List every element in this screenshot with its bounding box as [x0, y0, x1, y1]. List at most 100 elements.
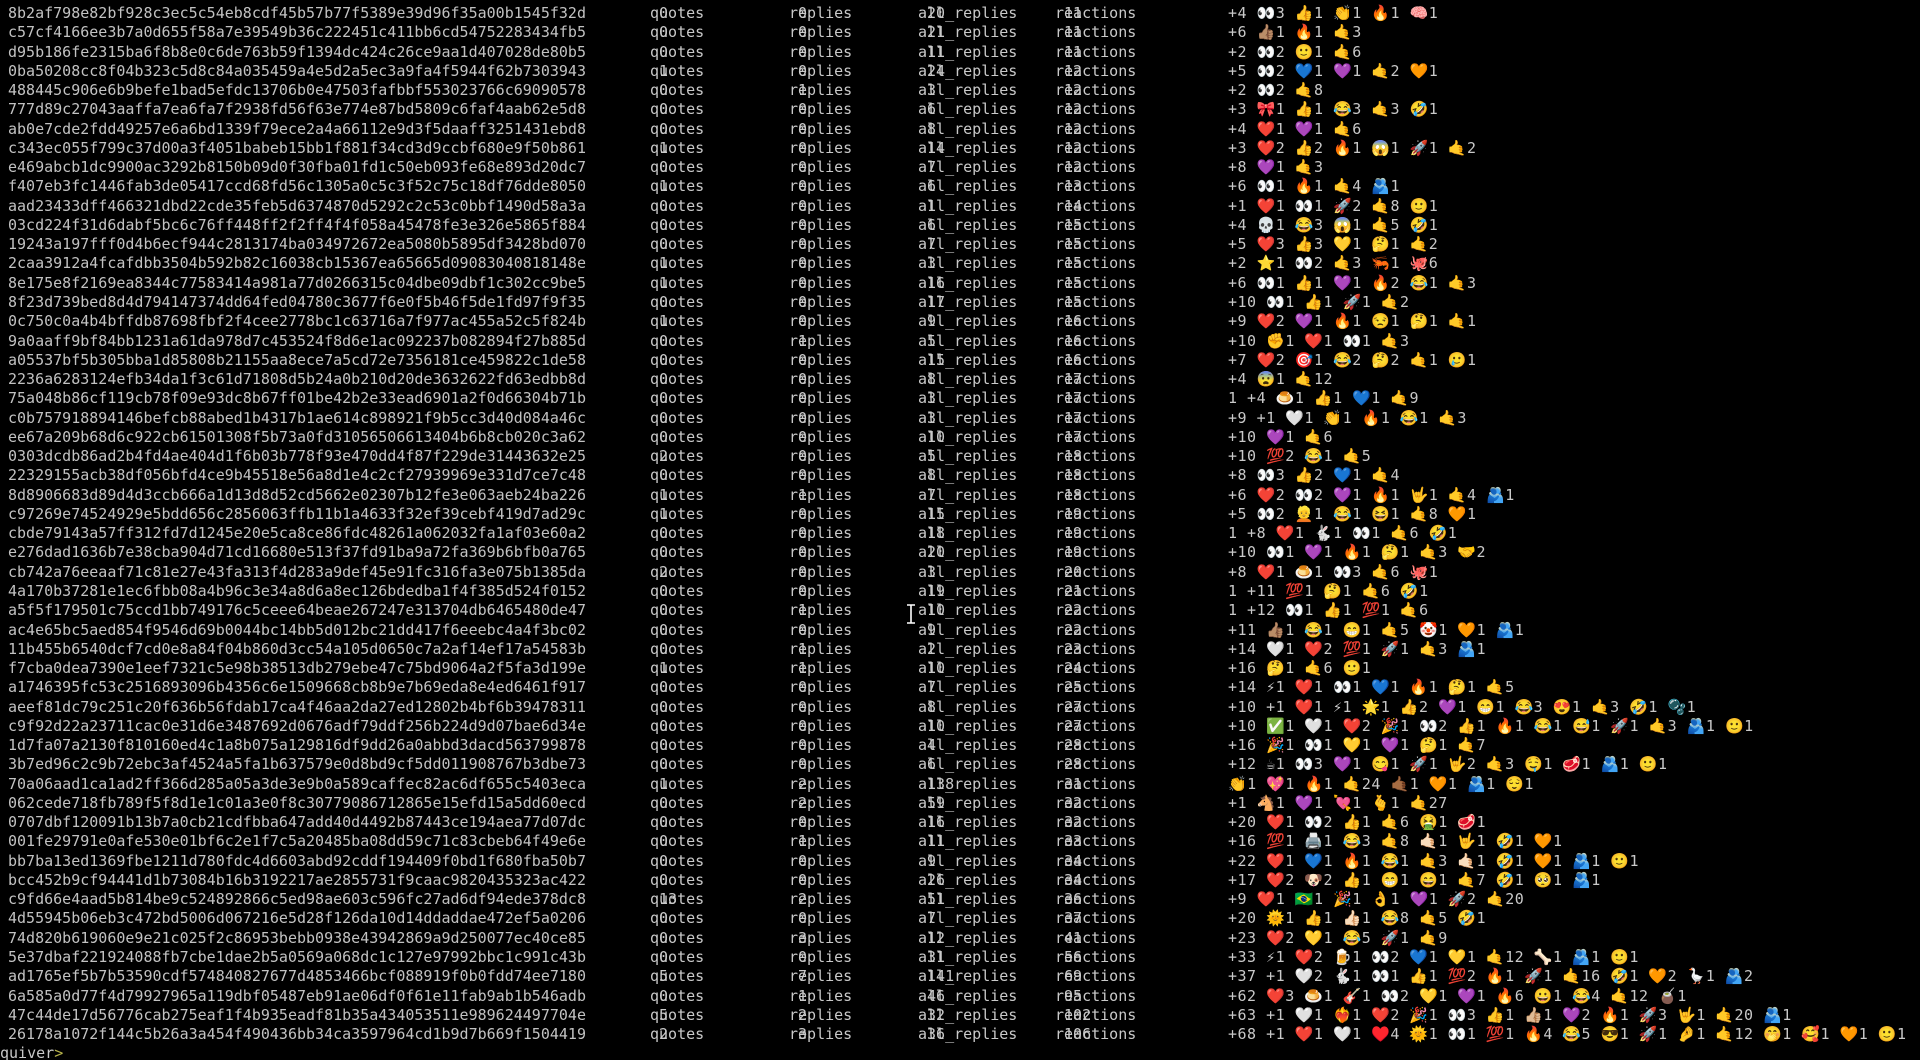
cast-hash[interactable]: 4d55945b06eb3c472bd5006d067216e5d28f126d… — [8, 909, 586, 928]
reactions-value: 20 — [1064, 562, 1083, 581]
table-row: bcc452b9cf94441d1b73084b16b3192217ae2855… — [0, 871, 1920, 890]
reactions-column: reactions 33 — [1055, 832, 1136, 851]
cast-hash[interactable]: cb742a76eeaaf71c81e27e43fa313f4d283a9def… — [8, 562, 586, 581]
cast-hash[interactable]: f407eb3fc1446fab3de05417ccd68fd56c1305a0… — [8, 177, 586, 196]
reaction-summary: +14 🤍1 ❤️2 💯1 🚀1 🤙3 🫂1 — [1228, 639, 1487, 658]
cast-hash[interactable]: bcc452b9cf94441d1b73084b16b3192217ae2855… — [8, 870, 586, 889]
replies-value: 0 — [798, 504, 808, 523]
reactions-value: 15 — [1064, 273, 1083, 292]
cast-hash[interactable]: 75a048b86cf119cb78f09e93dc8b67ff01be42b2… — [8, 389, 586, 408]
replies-label: replies — [789, 273, 853, 292]
quotes-label: quotes — [650, 928, 705, 947]
cast-hash[interactable]: c9f92d22a23711cac0e31d6e3487692d0676adf7… — [8, 716, 586, 735]
cast-hash[interactable]: 2caa3912a4fcafdbb3504b592b82c16038cb1536… — [8, 254, 586, 273]
quotes-column: quotes 1 — [650, 486, 704, 505]
replies-column: replies 0 — [789, 428, 852, 447]
cast-hash[interactable]: a1746395fc53c2516893096b4356c6e1509668cb… — [8, 678, 586, 697]
cast-hash[interactable]: c97269e74524929e5bdd656c2856063ffb11b1a4… — [8, 504, 586, 523]
cast-hash[interactable]: f7cba0dea7390e1eef7321c5e98b38513db279eb… — [8, 659, 586, 678]
replies-label: replies — [789, 408, 853, 427]
reaction-summary: +37 +1 🤍2 🐇1 👀1 👍1 💯2 🔥1 🚀1 🤙16 🤣1 🧡2 🪿1… — [1228, 967, 1754, 986]
cast-hash[interactable]: 74d820b619060e9e21c025f2c86953bebb0938e4… — [8, 928, 586, 947]
cast-hash[interactable]: c343ec055f799c37d00a3f4051babeb15bb1f881… — [8, 138, 586, 157]
reactions-column: reactions 19 — [1055, 524, 1136, 543]
all_replies-value: 10 — [927, 716, 946, 735]
cast-hash[interactable]: 03cd224f31d6dabf5bc6c76ff448ff2f2ff4f4f0… — [8, 215, 586, 234]
cast-hash[interactable]: 5e37dbaf221924088fb7cbe1dae2b5a0569a068d… — [8, 948, 586, 967]
cast-hash[interactable]: 001fe29791e0afe530e01bf6c2e1f7c5a20485ba… — [8, 832, 586, 851]
quotes-value: 0 — [659, 196, 669, 215]
cast-hash[interactable]: 1d7fa07a2130f810160ed4c1a8b075a129816df9… — [8, 736, 586, 755]
reactions-label: reactions — [1055, 331, 1137, 350]
cast-hash[interactable]: 9a0aaff9bf84bb1231a61da978d7c453524f8d6e… — [8, 331, 586, 350]
cast-hash[interactable]: 8b2af798e82bf928c3ec5c54eb8cdf45b57b77f5… — [8, 4, 586, 22]
all_replies-label: all_replies — [918, 813, 1018, 832]
cast-hash[interactable]: a05537bf5b305bba1d85808b21155aa8ece7a5cd… — [8, 350, 586, 369]
reactions-value: 15 — [1064, 235, 1083, 254]
cast-hash[interactable]: c9fd66e4aad5b814be9c524892866c5ed98ae603… — [8, 890, 586, 909]
all_replies-value: 24 — [927, 61, 946, 80]
reactions-label: reactions — [1055, 755, 1137, 774]
cast-hash[interactable]: 26178a1072f144c5b26a3a454f490436bb34ca35… — [8, 1025, 586, 1044]
cast-hash[interactable]: e469abcb1dc9900ac3292b8150b09d0f30fba01f… — [8, 158, 586, 177]
cast-hash[interactable]: c0b757918894146befcb88abed1b4317b1ae614c… — [8, 408, 586, 427]
cast-hash[interactable]: 19243a197fff0d4b6ecf944c2813174ba0349726… — [8, 235, 586, 254]
replies-column: replies 0 — [789, 62, 852, 81]
reactions-value: 21 — [1064, 581, 1083, 600]
reaction-summary: +2 👀2 🙂1 🤙6 — [1228, 42, 1362, 61]
cast-hash[interactable]: 6a585a0d77f4d79927965a119dbf05487eb91ae0… — [8, 986, 586, 1005]
cast-hash[interactable]: 0707dbf120091b13b7a0cb21cdfbba647add40d4… — [8, 813, 586, 832]
cast-hash[interactable]: cbde79143a57ff312fd7d1245e20e5ca8ce86fdc… — [8, 524, 586, 543]
cast-hash[interactable]: aad23433dff466321dbd22cde35feb5d6374870d… — [8, 196, 586, 215]
all_replies-column: all_replies 36 — [918, 1025, 1017, 1044]
quotes-value: 1 — [659, 774, 669, 793]
table-row: 22329155acb38df056bfd4ce9b45518e56a8d1e4… — [0, 466, 1920, 485]
cast-hash[interactable]: 062cede718fb789f5f8d1e1c01a3e0f8c3077908… — [8, 793, 586, 812]
cast-hash[interactable]: 47c44de17d56776cab275eaf1f4b935eadf81b35… — [8, 1005, 586, 1024]
replies-label: replies — [789, 100, 853, 119]
cast-hash[interactable]: 3b7ed96c2c9b72ebc3af4524a5fa1b637579e0d8… — [8, 755, 586, 774]
reactions-value: 23 — [1064, 639, 1083, 658]
all_replies-value: 12 — [927, 928, 946, 947]
cast-hash[interactable]: ab0e7cde2fdd49257e6a6bd1339f79ece2a4a661… — [8, 119, 586, 138]
cast-hash[interactable]: 22329155acb38df056bfd4ce9b45518e56a8d1e4… — [8, 466, 586, 485]
cast-hash[interactable]: 777d89c27043aaffa7ea6fa7f2938fd56f63e774… — [8, 100, 586, 119]
cast-hash[interactable]: 488445c906e6b9befe1bad5efdc13706b0e47503… — [8, 81, 586, 100]
replies-column: replies 1 — [789, 640, 852, 659]
all_replies-label: all_replies — [918, 620, 1018, 639]
all_replies-value: 7 — [927, 235, 937, 254]
cast-hash[interactable]: c57cf4166ee3b7a0d655f58a7e39549b36c22245… — [8, 23, 586, 42]
replies-label: replies — [789, 659, 853, 678]
cast-hash[interactable]: 2236a6283124efb34da1f3c61d71808d5b24a0b2… — [8, 370, 586, 389]
cast-hash[interactable]: 0303dcdb86ad2b4fd4ae404d1f6b03b778f93e47… — [8, 447, 586, 466]
replies-column: replies 0 — [789, 698, 852, 717]
cast-hash[interactable]: 70a06aad1ca1ad2ff366d285a05a3de3e9b0a589… — [8, 774, 586, 793]
replies-label: replies — [789, 890, 853, 909]
cast-hash[interactable]: 8e175e8f2169ea8344c77583414a981a77d02663… — [8, 273, 586, 292]
cast-hash[interactable]: 4a170b37281e1ec6fbb08a4b96c3e34a8d6a8ec1… — [8, 581, 586, 600]
cast-hash[interactable]: e276dad1636b7e38cba904d71cd16680e513f37f… — [8, 543, 586, 562]
cast-hash[interactable]: d95b186fe2315ba6f8b8e0c6de763b59f1394dc4… — [8, 42, 586, 61]
cast-hash[interactable]: 8d8906683d89d4d3ccb666a1d13d8d52cd5662e0… — [8, 485, 586, 504]
cast-hash[interactable]: bb7ba13ed1369fbe1211d780fdc4d6603abd92cd… — [8, 851, 586, 870]
cast-hash[interactable]: 0c750c0a4b4bffdb87698fbf2f4cee2778bc1c63… — [8, 312, 586, 331]
terminal-prompt-line[interactable]: quiver> — [0, 1044, 1920, 1060]
cast-hash[interactable]: ad1765ef5b7b53590cdf574840827677d4853466… — [8, 967, 586, 986]
table-row: f7cba0dea7390e1eef7321c5e98b38513db279eb… — [0, 659, 1920, 678]
cast-hash[interactable]: aeef81dc79c251c20f636b56fdab17ca4f46aa2d… — [8, 697, 586, 716]
reactions-column: reactions 13 — [1055, 177, 1136, 196]
all_replies-column: all_replies 10 — [918, 717, 1017, 736]
all_replies-column: all_replies 3 — [918, 563, 1017, 582]
quotes-column: quotes 2 — [650, 563, 704, 582]
cast-hash[interactable]: ac4e65bc5aed854f9546d69b0044bc14bb5d012b… — [8, 620, 586, 639]
cast-hash[interactable]: 0ba50208cc8f04b323c5d8c84a035459a4e5d2a5… — [8, 61, 586, 80]
cast-hash[interactable]: ee67a209b68d6c922cb61501308f5b73a0fd3105… — [8, 427, 586, 446]
reaction-summary: +6 👍🏽1 🔥1 🤙3 — [1228, 23, 1362, 42]
cast-hash[interactable]: a5f5f179501c75ccd1bb749176c5ceee64beae26… — [8, 601, 586, 620]
all_replies-label: all_replies — [918, 524, 1018, 543]
cast-hash[interactable]: 11b455b6540dcf7cd0e8a84f04b860d3cc54a105… — [8, 639, 586, 658]
cast-hash[interactable]: 8f23d739bed8d4d794147374dd64fed04780c367… — [8, 292, 586, 311]
terminal-prompt[interactable]: quiver> — [0, 1044, 63, 1060]
reactions-value: 33 — [1064, 832, 1083, 851]
